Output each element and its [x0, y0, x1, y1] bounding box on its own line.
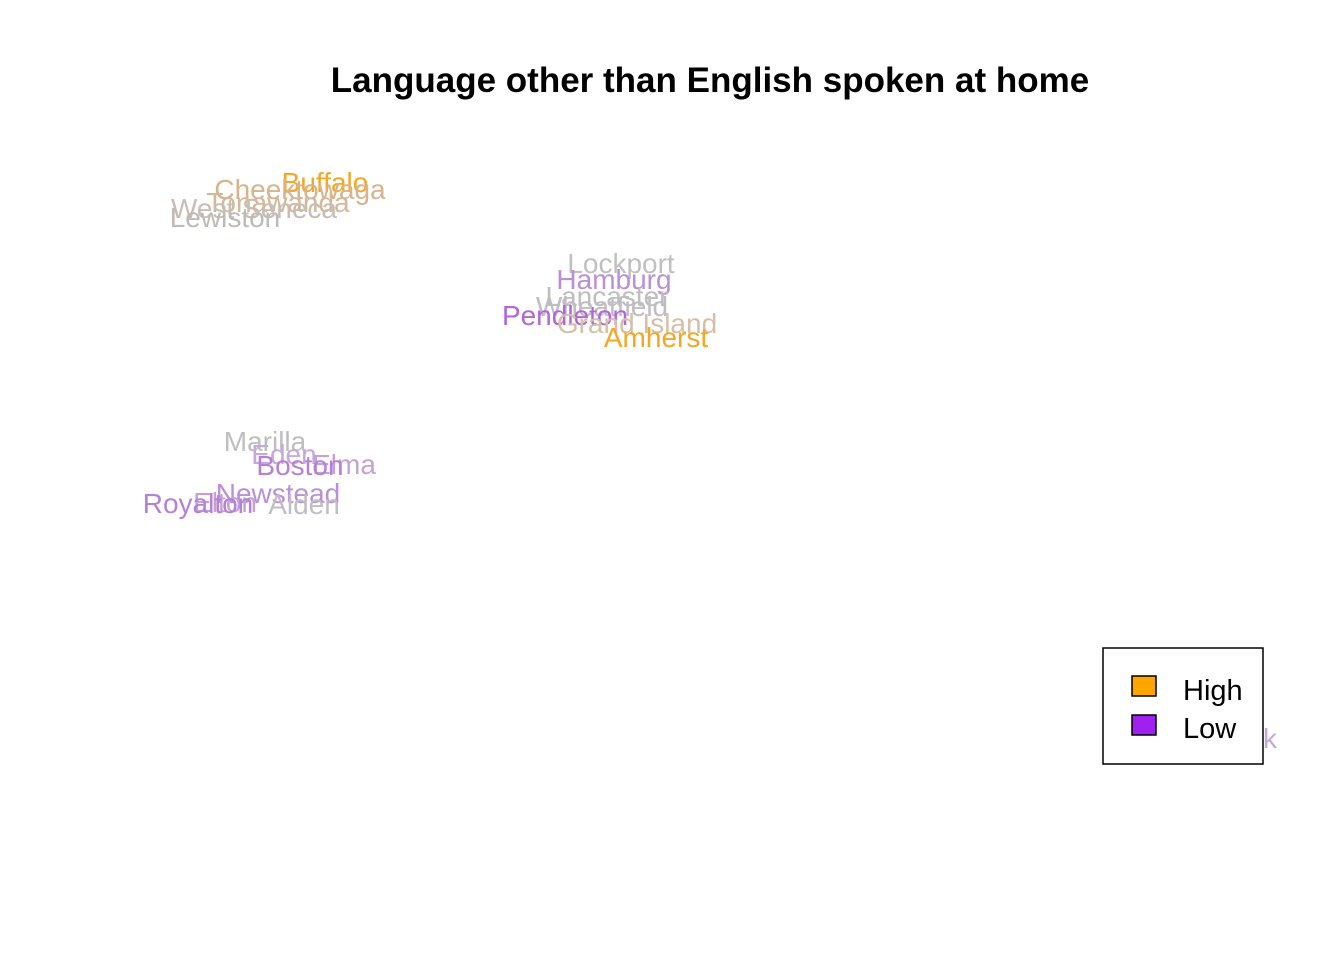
chart-title: Language other than English spoken at ho… [331, 61, 1089, 100]
town-label-pendleton: Pendleton [502, 300, 628, 331]
town-label-elton: Elton [193, 487, 257, 518]
town-label-elma: Elma [312, 449, 376, 480]
legend-label-low: Low [1183, 713, 1237, 745]
town-label-boston: Boston [256, 450, 343, 481]
town-label-k: k [1263, 723, 1278, 754]
legend-swatch-high [1131, 675, 1157, 697]
town-label-marilla: Marilla [224, 426, 307, 457]
town-label-alden: Alden [268, 489, 340, 520]
town-label-buffalo: Buffalo [282, 167, 369, 198]
town-label-royalton: Royalton [143, 488, 254, 519]
town-label-hamburg: Hamburg [556, 264, 671, 295]
town-label-tonawanda: Tonawanda [206, 187, 350, 218]
town-label-amherst: Amherst [604, 322, 708, 353]
legend-swatch-low [1131, 714, 1157, 736]
legend-label-high: High [1183, 675, 1243, 707]
town-label-lewiston: Lewiston [170, 202, 281, 233]
town-label-west-seneca: West Seneca [171, 193, 337, 224]
town-label-wheatfield: Wheatfield [536, 291, 668, 322]
town-label-newstead: Newstead [216, 478, 341, 509]
town-label-lancaster: Lancaster [546, 281, 669, 312]
town-label-grand-island: Grand Island [557, 308, 717, 339]
legend-box [1102, 647, 1264, 765]
legend: High Low [1102, 647, 1264, 765]
town-label-cheektowaga: Cheektowaga [214, 174, 386, 205]
town-label-lockport: Lockport [567, 248, 675, 279]
town-label-eden: Eden [251, 439, 316, 470]
